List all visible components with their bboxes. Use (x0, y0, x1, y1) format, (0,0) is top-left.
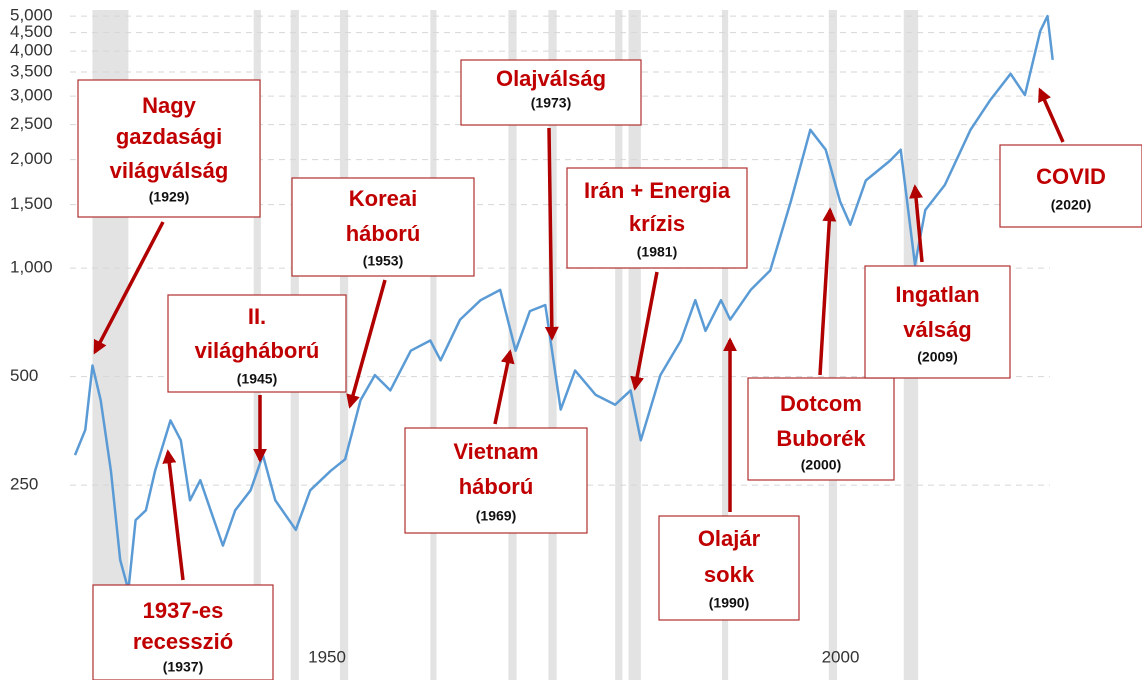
annotation-year: (1990) (709, 595, 749, 611)
annotation-year: (2020) (1051, 197, 1091, 213)
recession-band (828, 10, 837, 680)
recession-band (615, 10, 623, 680)
annotation-text: krízis (629, 211, 685, 236)
annotation-arrow (346, 279, 387, 409)
annotation-box (92, 584, 274, 680)
y-tick-label: 250 (10, 475, 38, 494)
annotation-box (658, 515, 800, 621)
annotation-arrow (909, 184, 924, 263)
y-tick-label: 2,000 (10, 149, 53, 168)
annotation-text: II. (248, 304, 266, 329)
annotation-text: Vietnam (453, 439, 538, 464)
recession-band (508, 10, 517, 680)
annotation-year: (1969) (476, 508, 516, 524)
annotation-box (167, 294, 347, 393)
x-tick-label: 1950 (308, 647, 346, 666)
annotation-box (404, 427, 588, 534)
annotation-text: Olajválság (496, 66, 606, 91)
annotation-arrow (493, 349, 515, 425)
annotation-year: (1981) (637, 244, 677, 260)
annotation-text: Irán + Energia (584, 178, 731, 203)
annotation-box (77, 79, 261, 218)
annotation-arrow (93, 221, 165, 355)
annotation-text: 1937-es (143, 598, 224, 623)
annotation-text: Olajár (698, 526, 761, 551)
y-tick-label: 1,500 (10, 194, 53, 213)
annotation-box (566, 167, 748, 269)
annotation-box (864, 265, 1011, 379)
line-series (73, 14, 1054, 592)
y-tick-label: 500 (10, 366, 38, 385)
y-tick-label: 2,500 (10, 114, 53, 133)
recession-band (548, 10, 557, 680)
annotation-text: világválság (110, 158, 229, 183)
annotation-text: Buborék (776, 426, 866, 451)
annotation-box (747, 377, 895, 481)
annotation-text: sokk (704, 562, 755, 587)
annotation-year: (1953) (363, 253, 403, 269)
y-tick-label: 4,500 (10, 22, 53, 41)
annotation-text: Nagy (142, 93, 197, 118)
x-tick-label: 2000 (822, 647, 860, 666)
annotation-text: COVID (1036, 164, 1106, 189)
annotation-arrow (1038, 87, 1065, 143)
y-tick-label: 1,000 (10, 258, 53, 277)
annotation-text: háború (346, 221, 421, 246)
annotation-arrow (630, 271, 659, 391)
annotation-text: világháború (195, 338, 320, 363)
annotation-year: (1929) (149, 189, 189, 205)
annotation-text: Ingatlan (895, 282, 979, 307)
annotation-year: (1973) (531, 95, 571, 111)
annotation-year: (2009) (917, 349, 957, 365)
annotation-text: válság (903, 317, 972, 342)
annotation-year: (1937) (163, 659, 203, 675)
annotation-arrow (544, 127, 559, 341)
annotation-year: (1945) (237, 371, 277, 387)
annotation-box (999, 144, 1142, 228)
annotation-arrow (818, 207, 837, 376)
annotation-text: recesszió (133, 629, 233, 654)
annotation-box (291, 177, 475, 277)
annotation-year: (2000) (801, 457, 841, 473)
annotation-arrow (162, 449, 185, 581)
y-tick-label: 3,000 (10, 86, 53, 105)
annotation-text: Dotcom (780, 391, 862, 416)
annotation-box (460, 59, 642, 126)
y-tick-label: 4,000 (10, 41, 53, 60)
y-tick-label: 5,000 (10, 6, 53, 25)
annotation-text: gazdasági (116, 124, 222, 149)
annotation-text: háború (459, 474, 534, 499)
y-tick-label: 3,500 (10, 61, 53, 80)
annotation-text: Koreai (349, 186, 417, 211)
